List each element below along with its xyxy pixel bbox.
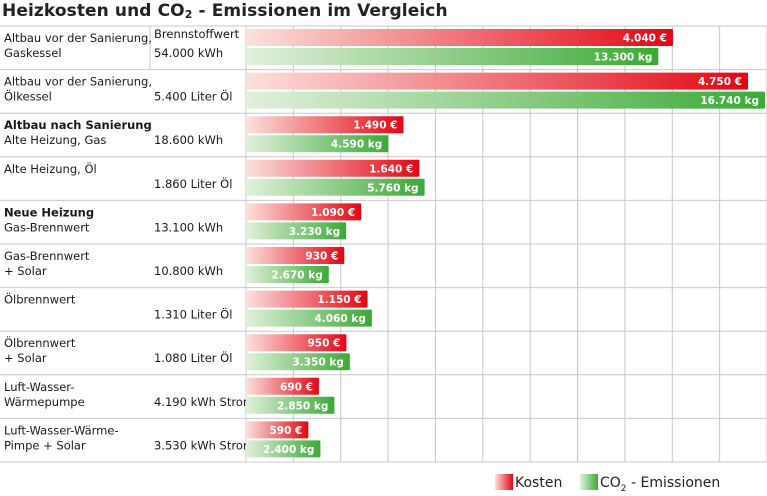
legend-kosten: Kosten bbox=[495, 474, 562, 491]
fuel-value: 13.100 kWh bbox=[154, 220, 223, 234]
data-label-co2: 3.230 kg bbox=[289, 226, 340, 238]
data-label-kosten: 950 € bbox=[308, 338, 341, 350]
bar-co2 bbox=[246, 309, 372, 327]
legend-kosten-swatch bbox=[495, 474, 513, 490]
data-label-kosten: 1.090 € bbox=[311, 207, 355, 219]
data-label-kosten: 930 € bbox=[305, 251, 338, 263]
category-label: Altbau vor der Sanierung, bbox=[4, 75, 152, 89]
category-label: Pimpe + Solar bbox=[4, 438, 86, 452]
chart-title: Heizkosten und CO2 - Emissionen im Vergl… bbox=[2, 1, 448, 21]
bar-co2 bbox=[246, 396, 335, 414]
legend-kosten-label: Kosten bbox=[515, 475, 563, 491]
bar-kosten bbox=[246, 377, 319, 395]
data-label-co2: 16.740 kg bbox=[700, 95, 759, 107]
category-label: Alte Heizung, Gas bbox=[4, 133, 106, 147]
fuel-value: 54.000 kWh bbox=[154, 46, 223, 60]
category-label: Luft-Wasser-Wärme- bbox=[4, 423, 119, 437]
fuel-value: 4.190 kWh Strom bbox=[154, 395, 254, 409]
data-label-co2: 4.060 kg bbox=[314, 313, 365, 325]
data-label-co2: 5.760 kg bbox=[367, 182, 418, 194]
column-header-brennstoffwert: Brennstoffwert bbox=[154, 27, 240, 41]
bar-co2 bbox=[246, 440, 321, 458]
bar-co2 bbox=[246, 222, 347, 240]
legend-co2-label: CO2 - Emissionen bbox=[600, 475, 721, 494]
category-label: Ölkessel bbox=[4, 88, 52, 104]
fuel-value: 18.600 kWh bbox=[154, 133, 223, 147]
category-label: Wärmepumpe bbox=[4, 395, 85, 409]
data-label-co2: 4.590 kg bbox=[331, 139, 382, 151]
bar-co2 bbox=[246, 91, 765, 109]
bar-kosten bbox=[246, 247, 345, 264]
data-label-kosten: 1.150 € bbox=[317, 294, 361, 306]
data-label-co2: 3.350 kg bbox=[292, 357, 343, 369]
fuel-value: 1.080 Liter Öl bbox=[154, 349, 232, 365]
category-label: Altbau nach Sanierung bbox=[4, 118, 152, 132]
bar-kosten bbox=[246, 334, 347, 352]
bar-co2 bbox=[246, 353, 350, 371]
category-label: Gas-Brennwert bbox=[4, 220, 90, 234]
data-label-kosten: 4.040 € bbox=[623, 33, 667, 45]
bar-kosten bbox=[246, 29, 673, 46]
category-label: Neue Heizung bbox=[4, 205, 94, 219]
data-label-kosten: 590 € bbox=[269, 425, 302, 437]
bar-kosten bbox=[246, 72, 748, 90]
bar-kosten bbox=[246, 421, 309, 439]
bar-co2 bbox=[246, 178, 425, 196]
bar-co2 bbox=[246, 48, 659, 65]
category-label: + Solar bbox=[4, 351, 47, 365]
category-label: Gaskessel bbox=[4, 46, 62, 60]
category-label: Ölbrennwert bbox=[4, 334, 76, 350]
fuel-value: 5.400 Liter Öl bbox=[154, 88, 232, 104]
data-label-kosten: 1.640 € bbox=[369, 163, 413, 175]
category-label: Alte Heizung, Öl bbox=[4, 160, 97, 176]
data-label-kosten: 1.490 € bbox=[353, 120, 397, 132]
category-label: + Solar bbox=[4, 264, 47, 278]
category-label: Ölbrennwert bbox=[4, 291, 76, 307]
fuel-value: 1.310 Liter Öl bbox=[154, 306, 232, 322]
data-label-kosten: 690 € bbox=[280, 381, 313, 393]
bar-kosten bbox=[246, 203, 362, 221]
fuel-value: 10.800 kWh bbox=[154, 264, 223, 278]
fuel-value: 1.860 Liter Öl bbox=[154, 175, 232, 191]
data-label-co2: 2.400 kg bbox=[263, 444, 314, 456]
fuel-value: 3.530 kWh Strom bbox=[154, 438, 254, 452]
data-label-kosten: 4.750 € bbox=[698, 76, 742, 88]
data-label-co2: 2.670 kg bbox=[271, 270, 322, 282]
legend-co2: CO2 - Emissionen bbox=[580, 474, 720, 494]
data-label-co2: 13.300 kg bbox=[594, 52, 653, 64]
bar-kosten bbox=[246, 116, 404, 134]
legend-co2-swatch bbox=[580, 474, 598, 490]
bar-co2 bbox=[246, 266, 329, 283]
category-label: Gas-Brennwert bbox=[4, 249, 90, 263]
bar-kosten bbox=[246, 290, 368, 308]
category-label: Luft-Wasser- bbox=[4, 380, 74, 394]
bar-kosten bbox=[246, 159, 420, 177]
data-label-co2: 2.850 kg bbox=[277, 400, 328, 412]
category-label: Altbau vor der Sanierung, bbox=[4, 31, 152, 45]
bar-co2 bbox=[246, 135, 389, 153]
